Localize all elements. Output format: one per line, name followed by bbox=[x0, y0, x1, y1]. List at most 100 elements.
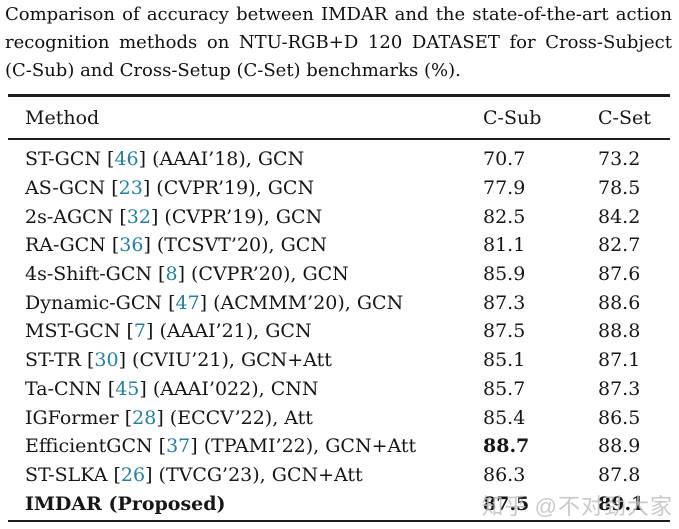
method-cell: ST-TR [30] (CVIU’21), GCN+Att bbox=[8, 349, 483, 371]
method-cell: RA-GCN [36] (TCSVT’20), GCN bbox=[8, 234, 483, 256]
method-name: 2s-AGCN [ bbox=[25, 205, 127, 228]
cset-value: 87.3 bbox=[598, 377, 641, 400]
caption-line: recognition methods on NTU-RGB+D 120 DAT… bbox=[5, 32, 672, 54]
method-venue: ] (AAAI’21), GCN bbox=[146, 320, 312, 343]
table-row: AS-GCN [23] (CVPR’19), GCN 77.9 78.5 bbox=[8, 174, 670, 203]
caption-line: Comparison of accuracy between IMDAR and… bbox=[5, 4, 672, 25]
method-cell: AS-GCN [23] (CVPR’19), GCN bbox=[8, 177, 483, 199]
citation-link[interactable]: 8 bbox=[165, 263, 178, 286]
method-cell: IMDAR (Proposed) bbox=[8, 493, 483, 515]
method-cell: ST-SLKA [26] (TVCG’23), GCN+Att bbox=[8, 464, 483, 486]
method-name: ST-TR [ bbox=[25, 349, 95, 372]
table-body: ST-GCN [46] (AAAI’18), GCN 70.7 73.2 AS-… bbox=[8, 140, 670, 520]
cset-value: 82.7 bbox=[598, 234, 641, 257]
citation-link[interactable]: 47 bbox=[175, 291, 200, 314]
method-venue: ] (TCSVT’20), GCN bbox=[143, 234, 327, 257]
table-row: IMDAR (Proposed) 87.5 89.1 bbox=[8, 489, 670, 518]
citation-link[interactable]: 23 bbox=[118, 177, 143, 200]
csub-value: 85.9 bbox=[483, 263, 526, 286]
citation-link[interactable]: 46 bbox=[114, 148, 139, 171]
table-row: ST-TR [30] (CVIU’21), GCN+Att 85.1 87.1 bbox=[8, 346, 670, 375]
cset-value: 84.2 bbox=[598, 205, 641, 228]
cset-value: 87.8 bbox=[598, 463, 641, 486]
method-name: Ta-CNN [ bbox=[25, 377, 116, 400]
cset-value: 88.8 bbox=[598, 320, 641, 343]
method-cell: 2s-AGCN [32] (CVPR’19), GCN bbox=[8, 206, 483, 228]
table-caption: Comparison of accuracy between IMDAR and… bbox=[5, 1, 672, 86]
cset-value: 86.5 bbox=[598, 406, 641, 429]
table-row: IGFormer [28] (ECCV’22), Att 85.4 86.5 bbox=[8, 403, 670, 432]
method-name: ST-GCN [ bbox=[25, 148, 115, 171]
method-name: RA-GCN [ bbox=[25, 234, 120, 257]
cset-value: 88.6 bbox=[598, 291, 641, 314]
cset-value: 89.1 bbox=[598, 492, 645, 515]
column-header-method: Method bbox=[25, 106, 100, 129]
method-venue: ] (CVPR’20), GCN bbox=[177, 263, 349, 286]
csub-value: 87.5 bbox=[483, 320, 526, 343]
citation-link[interactable]: 30 bbox=[94, 349, 119, 372]
table-row: RA-GCN [36] (TCSVT’20), GCN 81.1 82.7 bbox=[8, 231, 670, 260]
method-venue: ] (CVPR’19), GCN bbox=[142, 177, 315, 200]
table-row: 4s-Shift-GCN [8] (CVPR’20), GCN 85.9 87.… bbox=[8, 260, 670, 289]
table-row: MST-GCN [7] (AAAI’21), GCN 87.5 88.8 bbox=[8, 317, 670, 346]
method-venue: ] (AAAI’022), CNN bbox=[139, 377, 319, 400]
csub-value: 82.5 bbox=[483, 205, 526, 228]
table-row: 2s-AGCN [32] (CVPR’19), GCN 82.5 84.2 bbox=[8, 202, 670, 231]
citation-link[interactable]: 32 bbox=[126, 205, 151, 228]
table-row: Ta-CNN [45] (AAAI’022), CNN 85.7 87.3 bbox=[8, 375, 670, 404]
method-name: EfficientGCN [ bbox=[25, 435, 167, 458]
table-row: Dynamic-GCN [47] (ACMMM’20), GCN 87.3 88… bbox=[8, 288, 670, 317]
column-header-cset: C-Set bbox=[598, 106, 651, 129]
method-venue: ] (CVIU’21), GCN+Att bbox=[118, 349, 332, 372]
method-cell: Ta-CNN [45] (AAAI’022), CNN bbox=[8, 378, 483, 400]
citation-link[interactable]: 36 bbox=[119, 234, 144, 257]
method-venue: ] (CVPR’19), GCN bbox=[150, 205, 323, 228]
method-cell: Dynamic-GCN [47] (ACMMM’20), GCN bbox=[8, 292, 483, 314]
cset-value: 88.9 bbox=[598, 435, 641, 458]
csub-value: 85.7 bbox=[483, 377, 526, 400]
citation-link[interactable]: 45 bbox=[115, 377, 140, 400]
method-name: MST-GCN [ bbox=[25, 320, 134, 343]
method-cell: 4s-Shift-GCN [8] (CVPR’20), GCN bbox=[8, 263, 483, 285]
method-name: ST-SLKA [ bbox=[25, 463, 121, 486]
method-venue: ] (ECCV’22), Att bbox=[156, 406, 313, 429]
csub-value: 87.5 bbox=[483, 492, 530, 515]
csub-value: 86.3 bbox=[483, 463, 526, 486]
csub-value: 77.9 bbox=[483, 177, 526, 200]
method-venue: ] (TVCG’23), GCN+Att bbox=[145, 463, 363, 486]
method-cell: MST-GCN [7] (AAAI’21), GCN bbox=[8, 320, 483, 342]
table-header-row: Method C-Sub C-Set bbox=[8, 97, 670, 140]
method-venue: ] (AAAI’18), GCN bbox=[138, 148, 305, 171]
method-cell: ST-GCN [46] (AAAI’18), GCN bbox=[8, 148, 483, 170]
citation-link[interactable]: 28 bbox=[132, 406, 157, 429]
method-cell: IGFormer [28] (ECCV’22), Att bbox=[8, 407, 483, 429]
method-name: IMDAR (Proposed) bbox=[25, 492, 226, 515]
cset-value: 87.1 bbox=[598, 349, 641, 372]
table-row: EfficientGCN [37] (TPAMI’22), GCN+Att 88… bbox=[8, 432, 670, 461]
cset-value: 78.5 bbox=[598, 177, 641, 200]
method-name: AS-GCN [ bbox=[25, 177, 119, 200]
method-name: Dynamic-GCN [ bbox=[25, 291, 176, 314]
table-row: ST-SLKA [26] (TVCG’23), GCN+Att 86.3 87.… bbox=[8, 461, 670, 490]
csub-value: 88.7 bbox=[483, 435, 530, 458]
comparison-table: Method C-Sub C-Set ST-GCN [46] (AAAI’18)… bbox=[8, 94, 670, 522]
table-row: ST-GCN [46] (AAAI’18), GCN 70.7 73.2 bbox=[8, 145, 670, 174]
csub-value: 85.1 bbox=[483, 349, 526, 372]
method-cell: EfficientGCN [37] (TPAMI’22), GCN+Att bbox=[8, 435, 483, 457]
csub-value: 85.4 bbox=[483, 406, 526, 429]
method-name: 4s-Shift-GCN [ bbox=[25, 263, 166, 286]
csub-value: 87.3 bbox=[483, 291, 526, 314]
method-venue: ] (TPAMI’22), GCN+Att bbox=[190, 435, 417, 458]
csub-value: 70.7 bbox=[483, 148, 526, 171]
csub-value: 81.1 bbox=[483, 234, 526, 257]
cset-value: 73.2 bbox=[598, 148, 641, 171]
citation-link[interactable]: 37 bbox=[166, 435, 191, 458]
caption-line: (C-Sub) and Cross-Setup (C-Set) benchmar… bbox=[5, 60, 461, 82]
column-header-csub: C-Sub bbox=[483, 106, 542, 129]
cset-value: 87.6 bbox=[598, 263, 641, 286]
citation-link[interactable]: 26 bbox=[120, 463, 146, 486]
citation-link[interactable]: 7 bbox=[133, 320, 147, 343]
method-name: IGFormer [ bbox=[25, 406, 133, 429]
method-venue: ] (ACMMM’20), GCN bbox=[199, 291, 404, 314]
